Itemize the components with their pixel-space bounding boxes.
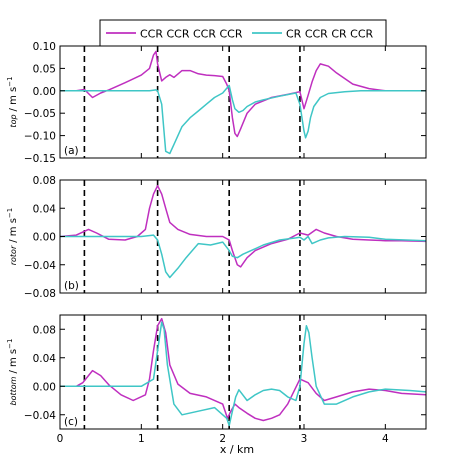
y-tick-label: 0.00: [33, 381, 56, 393]
y-axis-label-exponent: −1: [6, 208, 14, 218]
y-axis-label: top / m s−1: [6, 76, 19, 127]
y-axis-label-unit: / m s: [8, 349, 19, 374]
y-tick-label: −0.15: [24, 153, 56, 165]
panel-1: 0.10 0.05 0.00 −0.05 −0.10 −0.15 (a) top / m s−1: [6, 41, 427, 165]
y-axis-label-exponent: −1: [6, 76, 14, 86]
legend: CCR CCR CCR CCR CR CCR CR CCR: [99, 19, 387, 47]
y-tick-label: −0.04: [24, 410, 56, 422]
panel-label: (b): [64, 280, 79, 292]
legend-label-1: CCR CCR CCR CCR: [140, 28, 243, 41]
panel-label: (a): [64, 145, 79, 157]
x-tick-label: 3: [301, 433, 308, 445]
series-line-cr: [60, 84, 426, 155]
y-axis-label-sub: top: [9, 114, 18, 127]
series-line-ccr: [60, 317, 426, 422]
panel-label: (c): [64, 416, 78, 428]
y-tick-label: 0.08: [33, 324, 56, 336]
y-axis-label: bottom / m s−1: [6, 339, 19, 406]
y-axis-label: rotor / m s−1: [6, 208, 19, 266]
y-tick-label: 0.04: [33, 353, 57, 365]
panel-2: 0.08 0.04 0.00 −0.04 −0.08 (b) rotor / m s−1: [6, 175, 427, 300]
x-tick-label: 0: [57, 433, 64, 445]
legend-frame: [99, 19, 387, 47]
y-axis-label-sub: rotor: [9, 245, 18, 265]
y-axis-label-unit: / m s: [8, 218, 19, 243]
y-tick-label: 0.04: [33, 203, 57, 215]
plot-frame: [59, 314, 427, 430]
y-tick-label: 0.08: [33, 175, 56, 187]
y-tick-label: −0.05: [24, 108, 56, 120]
y-tick-label: −0.10: [24, 131, 56, 143]
y-tick-label: 0.05: [33, 63, 56, 75]
y-tick-label: −0.08: [24, 288, 56, 300]
x-tick-label: 1: [138, 433, 145, 445]
panels: 0.100.050.00−0.05−0.10−0.15(a)top/ m s−1…: [6, 41, 427, 445]
series-line-cr: [60, 321, 426, 427]
panel-3: 0.08 0.04 0.00 −0.040 1 2 3 4 (c) bottom / m s−1: [6, 314, 427, 445]
y-tick-label: 0.00: [33, 86, 56, 98]
y-tick-label: 0.00: [33, 232, 56, 244]
series-line-cr: [60, 234, 426, 279]
y-tick-label: −0.04: [24, 260, 56, 272]
y-axis-label-exponent: −1: [6, 339, 14, 349]
x-axis-label: x / km: [220, 443, 254, 456]
legend-label-2: CR CCR CR CCR: [286, 28, 374, 41]
x-tick-label: 4: [382, 433, 389, 445]
y-axis-label-sub: bottom: [9, 376, 18, 405]
plot-frame: [59, 45, 427, 159]
y-axis-label-unit: / m s: [8, 87, 19, 112]
y-tick-label: 0.10: [33, 41, 56, 53]
series-line-ccr: [60, 50, 426, 138]
x-tick-label: 2: [219, 433, 226, 445]
